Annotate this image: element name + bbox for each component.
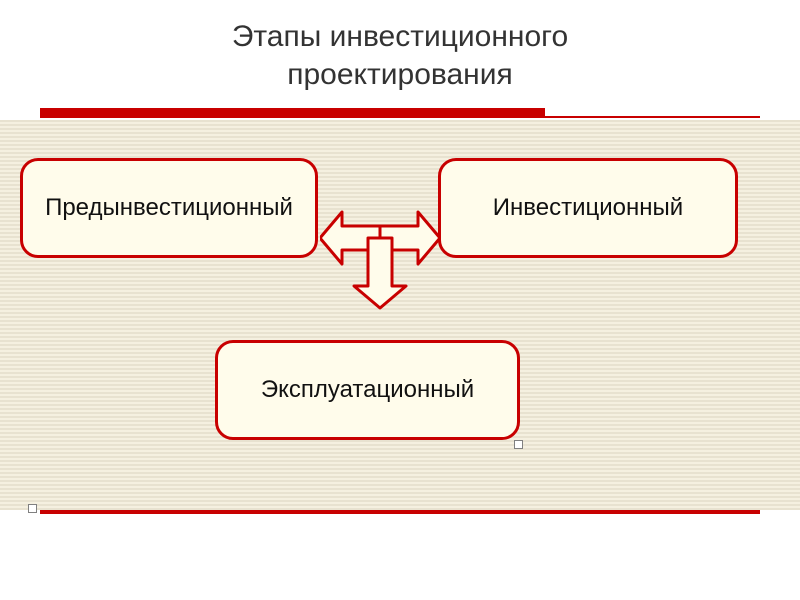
box-pre-investment: Предынвестиционный	[20, 158, 318, 258]
box-pre-label: Предынвестиционный	[45, 194, 293, 222]
divider-thin	[40, 116, 760, 118]
divider-thick	[40, 108, 545, 116]
page-title: Этапы инвестиционногопроектирования	[0, 18, 800, 93]
three-way-arrow-icon	[320, 198, 440, 318]
selection-handle-icon	[28, 504, 37, 513]
divider-bottom	[40, 510, 760, 514]
title-text: Этапы инвестиционногопроектирования	[232, 20, 568, 91]
box-operational: Эксплуатационный	[215, 340, 520, 440]
selection-handle-icon	[514, 440, 523, 449]
box-investment: Инвестиционный	[438, 158, 738, 258]
box-ops-label: Эксплуатационный	[261, 376, 474, 404]
box-inv-label: Инвестиционный	[493, 194, 683, 222]
